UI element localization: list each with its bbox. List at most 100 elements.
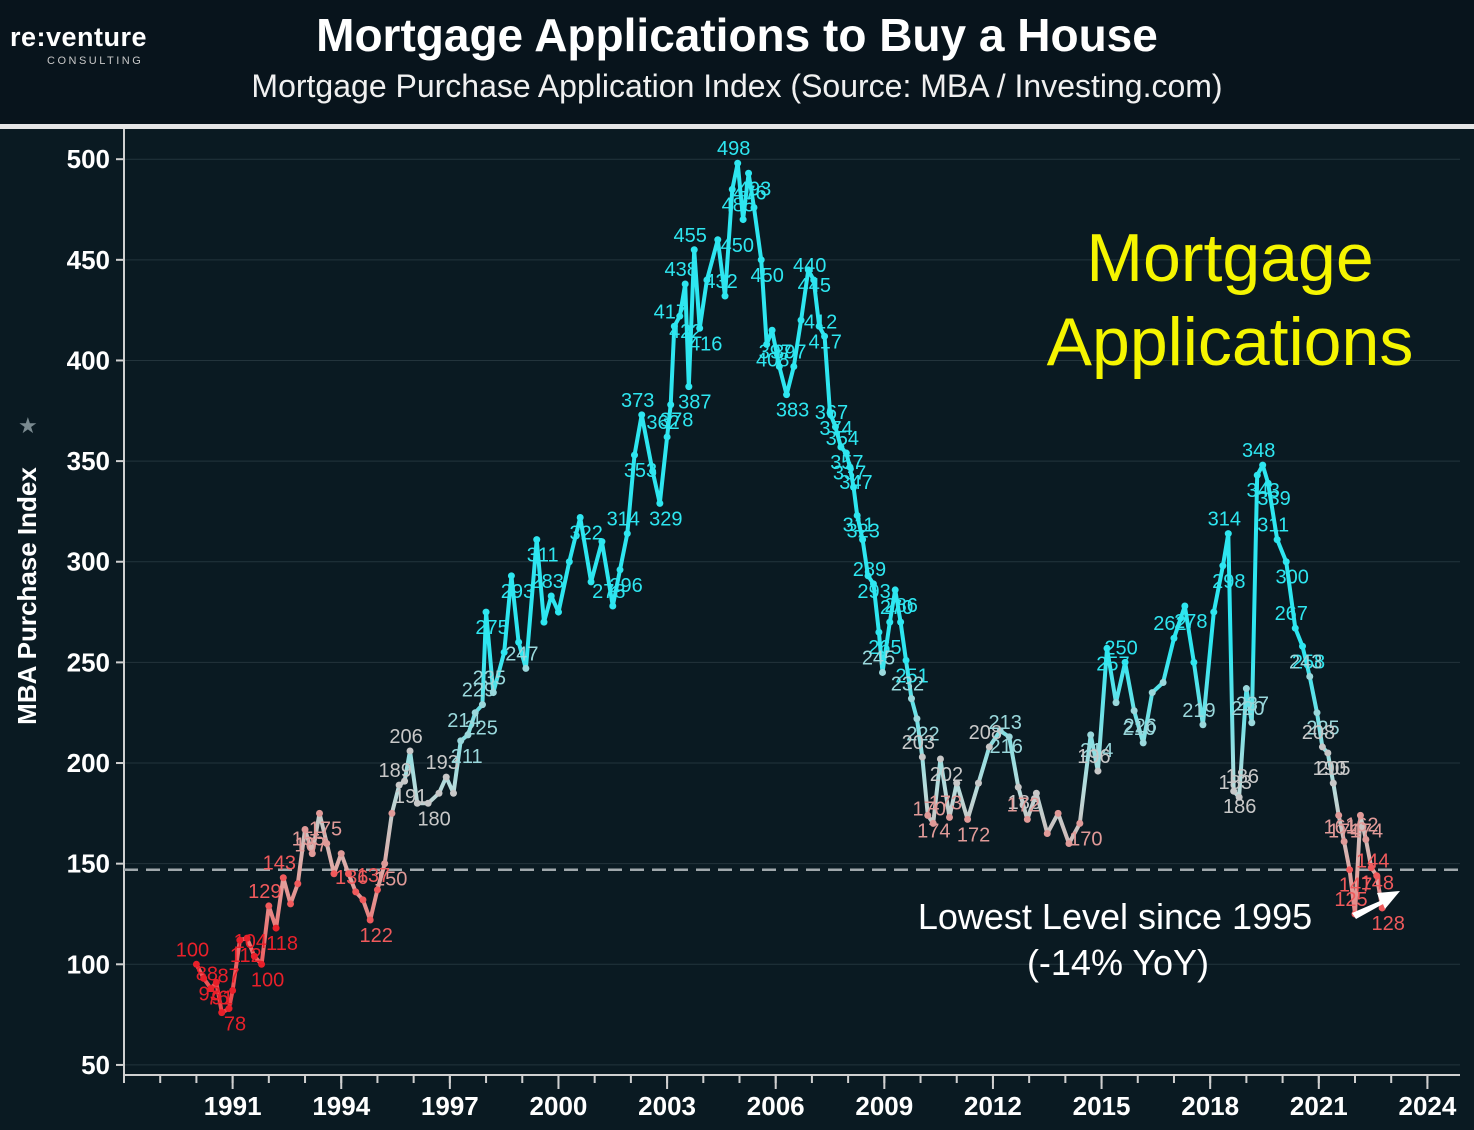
data-point — [1121, 658, 1129, 666]
data-label: 267 — [1275, 603, 1308, 625]
data-point — [1148, 689, 1156, 697]
data-point — [609, 602, 617, 610]
data-label: 237 — [1236, 694, 1269, 716]
data-point — [1242, 685, 1250, 693]
data-point — [953, 779, 961, 787]
data-label: 186 — [1223, 796, 1256, 818]
data-point — [308, 850, 316, 858]
data-point — [337, 850, 345, 858]
data-label: 450 — [721, 235, 754, 257]
data-point — [1299, 642, 1307, 650]
data-point — [996, 727, 1004, 735]
data-point — [243, 934, 251, 942]
data-labels: 1009388917678871121041001291181431671551… — [176, 138, 1405, 1035]
data-point — [435, 789, 443, 797]
data-point — [775, 363, 783, 371]
data-point — [875, 628, 883, 636]
data-point — [703, 276, 711, 284]
data-label: 174 — [1328, 820, 1361, 842]
data-point — [565, 558, 573, 566]
x-tick-label: 2009 — [855, 1091, 913, 1121]
y-axis-label: MBA Purchase Index — [12, 467, 42, 725]
y-tick-label: 150 — [67, 849, 110, 879]
data-label: 432 — [704, 271, 737, 293]
data-label: 422 — [669, 321, 702, 343]
data-label: 289 — [853, 559, 886, 581]
data-point — [721, 292, 729, 300]
data-point — [964, 815, 972, 823]
data-point — [1291, 624, 1299, 632]
data-point — [681, 280, 689, 288]
data-label: 112 — [230, 945, 262, 967]
data-label: 362 — [646, 412, 679, 434]
data-label: 118 — [266, 933, 298, 955]
data-point — [768, 326, 776, 334]
data-point — [1224, 530, 1232, 538]
data-point — [897, 618, 905, 626]
data-label: 337 — [833, 462, 866, 484]
data-point — [616, 566, 624, 574]
data-label: 190 — [1313, 758, 1346, 780]
data-label: 208 — [969, 722, 1002, 744]
data-point — [507, 572, 515, 580]
data-point — [1318, 743, 1326, 751]
y-tick-label: 300 — [67, 547, 110, 577]
data-point — [449, 789, 457, 797]
data-label: 417 — [808, 331, 841, 353]
header-divider — [0, 124, 1474, 129]
data-label: 387 — [678, 392, 711, 414]
x-tick-label: 2000 — [530, 1091, 588, 1121]
data-point — [936, 755, 944, 763]
data-point — [554, 608, 562, 616]
data-point — [638, 411, 646, 419]
data-point — [225, 1005, 233, 1013]
data-label: 211 — [451, 746, 483, 768]
chart-title: Mortgage Applications to Buy a House — [316, 9, 1158, 61]
chart-subtitle: Mortgage Purchase Application Index (Sou… — [251, 68, 1223, 104]
data-label: 128 — [1371, 913, 1404, 935]
data-point — [547, 592, 555, 600]
data-point — [918, 753, 926, 761]
data-point — [236, 936, 244, 944]
data-point — [316, 809, 324, 817]
data-label: 498 — [717, 138, 750, 160]
data-label: 100 — [176, 939, 209, 961]
data-point — [359, 896, 367, 904]
data-point — [1139, 739, 1147, 747]
data-label: 88 — [196, 963, 218, 985]
data-point — [929, 819, 937, 827]
data-label: 257 — [1096, 653, 1129, 675]
x-tick-label: 2024 — [1398, 1091, 1456, 1121]
data-point — [1362, 836, 1370, 844]
data-label: 311 — [1257, 515, 1289, 537]
data-label: 232 — [891, 674, 924, 696]
data-point — [258, 960, 266, 968]
data-point — [1329, 779, 1337, 787]
x-tick-label: 2015 — [1073, 1091, 1131, 1121]
data-point — [1094, 767, 1102, 775]
data-label: 278 — [1174, 611, 1207, 633]
data-label: 408 — [756, 349, 789, 371]
callout-arrow-icon — [1352, 891, 1400, 919]
data-point — [714, 236, 722, 244]
y-tick-label: 450 — [67, 245, 110, 275]
data-label: 193 — [426, 752, 459, 774]
data-point — [831, 423, 839, 431]
data-point — [1043, 829, 1051, 837]
data-point — [797, 316, 805, 324]
big-label-line1: Mortgage — [1086, 220, 1373, 296]
brand-logo: re:venture — [10, 22, 148, 52]
data-point — [1054, 809, 1062, 817]
axes: 50 100 150 200 250 300 350 400 450 500 1991 1994 199… — [67, 129, 1460, 1121]
data-label: 143 — [263, 853, 296, 875]
data-point — [533, 536, 541, 544]
series-points — [192, 159, 1386, 1017]
data-label: 220 — [1231, 698, 1264, 720]
data-label: 440 — [793, 255, 826, 277]
data-label: 357 — [830, 452, 863, 474]
data-label: 243 — [1289, 651, 1322, 673]
y-tick-label: 500 — [67, 144, 110, 174]
data-label: 161 — [1323, 817, 1356, 839]
data-label: 251 — [895, 665, 928, 687]
data-label: 188 — [1008, 792, 1041, 814]
